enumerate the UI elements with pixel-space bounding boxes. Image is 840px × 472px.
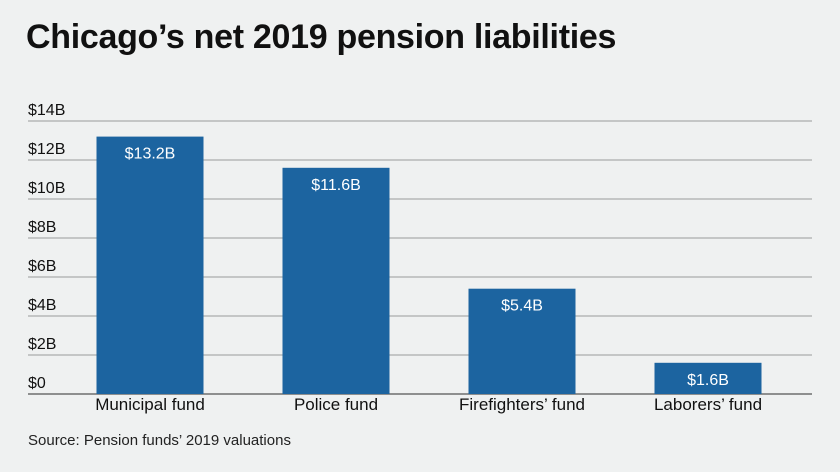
y-tick-label: $10B bbox=[28, 180, 65, 197]
bar bbox=[654, 362, 762, 394]
x-category-label: Municipal fund bbox=[95, 395, 205, 414]
x-category-label: Laborers’ fund bbox=[654, 395, 762, 414]
bar bbox=[96, 136, 204, 394]
y-tick-label: $2B bbox=[28, 336, 56, 353]
x-category-label: Firefighters’ fund bbox=[459, 395, 585, 414]
source-note: Source: Pension funds’ 2019 valuations bbox=[28, 432, 291, 449]
y-tick-label: $12B bbox=[28, 141, 65, 158]
y-tick-label: $6B bbox=[28, 258, 56, 275]
chart-title: Chicago’s net 2019 pension liabilities bbox=[26, 18, 617, 56]
bar-value-label: $13.2B bbox=[125, 146, 176, 163]
bar-value-label: $1.6B bbox=[687, 372, 729, 389]
bar bbox=[468, 288, 576, 394]
bars bbox=[96, 136, 762, 394]
y-tick-label: $8B bbox=[28, 219, 56, 236]
bar bbox=[282, 167, 390, 394]
bar-value-label: $5.4B bbox=[501, 298, 543, 315]
labels: $0 $2B $4B $6B $8B $10B $12B $14B $13.2B Municipa… bbox=[28, 102, 762, 414]
x-category-label: Police fund bbox=[294, 395, 378, 414]
y-tick-label: $4B bbox=[28, 297, 56, 314]
y-tick-label: $0 bbox=[28, 375, 46, 392]
y-tick-label: $14B bbox=[28, 102, 65, 119]
bar-value-label: $11.6B bbox=[311, 177, 361, 194]
